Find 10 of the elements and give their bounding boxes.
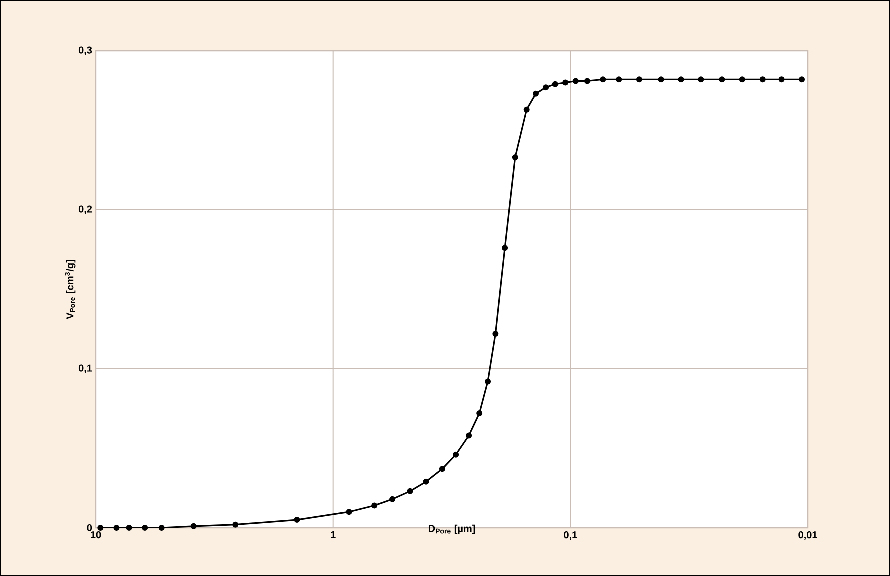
x-tick-label: 0,01	[798, 532, 818, 540]
y-tick-label: 0,1	[78, 364, 92, 374]
x-tick-label: 0,1	[564, 532, 578, 540]
x-tick-label: 10	[91, 532, 102, 539]
y-tick-label: 0,3	[78, 46, 92, 56]
x-axis-title: D$_{Pore}$ [µm]	[428, 524, 476, 534]
y-tick-label: 0,2	[78, 206, 92, 214]
x-tick-label: 1	[331, 532, 336, 538]
y-tick-label: 0	[87, 524, 92, 532]
y-axis-title: V$_{Pore}$ [cm$^{3}$/g]	[65, 260, 76, 320]
